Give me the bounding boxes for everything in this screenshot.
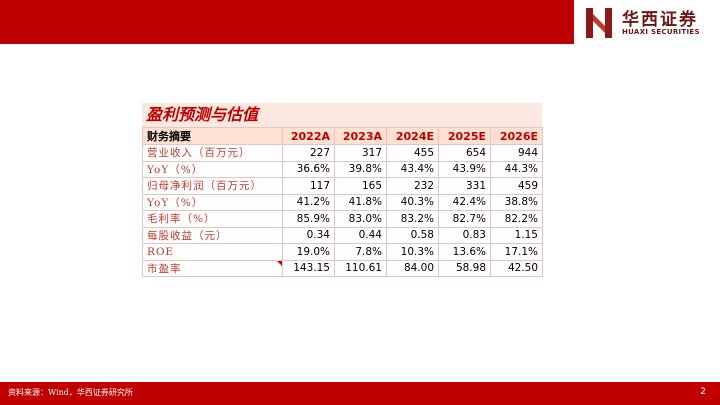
table-cell: 41.8%: [334, 193, 387, 211]
brand-name-en: HUAXI SECURITIES: [622, 28, 700, 36]
table-cell: 0.44: [334, 226, 387, 244]
table-row: 营业收入（百万元） 227 317 455 654 944: [142, 144, 543, 162]
table-cell: 0.34: [282, 226, 335, 244]
table-cell: 143.15: [282, 259, 335, 277]
table-cell: 36.6%: [282, 160, 335, 178]
table-cell: 40.3%: [386, 193, 439, 211]
column-header: 2024E: [386, 127, 439, 145]
table-cell: 165: [334, 177, 387, 195]
row-label: YoY（%）: [142, 160, 283, 178]
table-cell: 43.4%: [386, 160, 439, 178]
top-banner: 华西证券 HUAXI SECURITIES: [0, 0, 720, 44]
table-cell: 1.15: [490, 226, 543, 244]
comment-marker-icon: [277, 260, 282, 266]
table-cell: 317: [334, 144, 387, 162]
page-number: 2: [700, 387, 706, 397]
table-cell: 82.7%: [438, 210, 491, 228]
column-header: 财务摘要: [142, 127, 283, 145]
table-cell: 459: [490, 177, 543, 195]
row-label: YoY（%）: [142, 193, 283, 211]
table-cell: 0.83: [438, 226, 491, 244]
table-cell: 455: [386, 144, 439, 162]
table-cell: 44.3%: [490, 160, 543, 178]
table-cell: 85.9%: [282, 210, 335, 228]
column-header: 2023A: [334, 127, 387, 145]
table-header-row: 财务摘要 2022A 2023A 2024E 2025E 2026E: [142, 127, 543, 145]
table-row: 毛利率（%） 85.9% 83.0% 83.2% 82.7% 82.2%: [142, 210, 543, 228]
table-cell: 42.4%: [438, 193, 491, 211]
row-label: 每股收益（元）: [142, 226, 283, 244]
row-label: 归母净利润（百万元）: [142, 177, 283, 195]
row-label: 营业收入（百万元）: [142, 144, 283, 162]
forecast-table: 财务摘要 2022A 2023A 2024E 2025E 2026E 营业收入（…: [142, 127, 543, 277]
table-cell: 38.8%: [490, 193, 543, 211]
table-cell: 7.8%: [334, 243, 387, 261]
table-cell: 83.2%: [386, 210, 439, 228]
table-cell: 331: [438, 177, 491, 195]
table-cell: 41.2%: [282, 193, 335, 211]
table-cell: 117: [282, 177, 335, 195]
brand-logo: 华西证券 HUAXI SECURITIES: [574, 0, 720, 44]
table-row: 归母净利润（百万元） 117 165 232 331 459: [142, 177, 543, 195]
row-label: 毛利率（%）: [142, 210, 283, 228]
table-cell: 83.0%: [334, 210, 387, 228]
table-body: 营业收入（百万元） 227 317 455 654 944 YoY（%） 36.…: [142, 144, 543, 277]
table-row: YoY（%） 41.2% 41.8% 40.3% 42.4% 38.8%: [142, 193, 543, 211]
forecast-table-panel: 盈利预测与估值 财务摘要 2022A 2023A 2024E 2025E 202…: [142, 103, 543, 277]
row-label: ROE: [142, 243, 283, 261]
table-cell: 17.1%: [490, 243, 543, 261]
table-row: YoY（%） 36.6% 39.8% 43.4% 43.9% 44.3%: [142, 160, 543, 178]
table-cell: 10.3%: [386, 243, 439, 261]
table-cell: 42.50: [490, 259, 543, 277]
table-cell: 82.2%: [490, 210, 543, 228]
source-note: 资料来源：Wind，华西证券研究所: [8, 388, 133, 397]
table-row: ROE 19.0% 7.8% 10.3% 13.6% 17.1%: [142, 243, 543, 261]
table-row: 每股收益（元） 0.34 0.44 0.58 0.83 1.15: [142, 226, 543, 244]
table-cell: 13.6%: [438, 243, 491, 261]
table-cell: 19.0%: [282, 243, 335, 261]
footer-bar: 资料来源：Wind，华西证券研究所 2: [0, 382, 720, 405]
row-label-cell: 市盈率: [142, 259, 283, 277]
table-cell: 58.98: [438, 259, 491, 277]
table-cell: 110.61: [334, 259, 387, 277]
table-cell: 0.58: [386, 226, 439, 244]
table-cell: 654: [438, 144, 491, 162]
table-row: 市盈率 143.15 110.61 84.00 58.98 42.50: [142, 259, 543, 277]
table-cell: 227: [282, 144, 335, 162]
table-cell: 39.8%: [334, 160, 387, 178]
brand-name-cn: 华西证券: [622, 10, 698, 30]
table-cell: 43.9%: [438, 160, 491, 178]
table-title: 盈利预测与估值: [142, 103, 542, 127]
column-header: 2025E: [438, 127, 491, 145]
column-header: 2026E: [490, 127, 543, 145]
huaxi-logo-icon: [586, 8, 612, 38]
table-cell: 944: [490, 144, 543, 162]
row-label: 市盈率: [147, 262, 182, 275]
table-cell: 232: [386, 177, 439, 195]
column-header: 2022A: [282, 127, 335, 145]
table-cell: 84.00: [386, 259, 439, 277]
